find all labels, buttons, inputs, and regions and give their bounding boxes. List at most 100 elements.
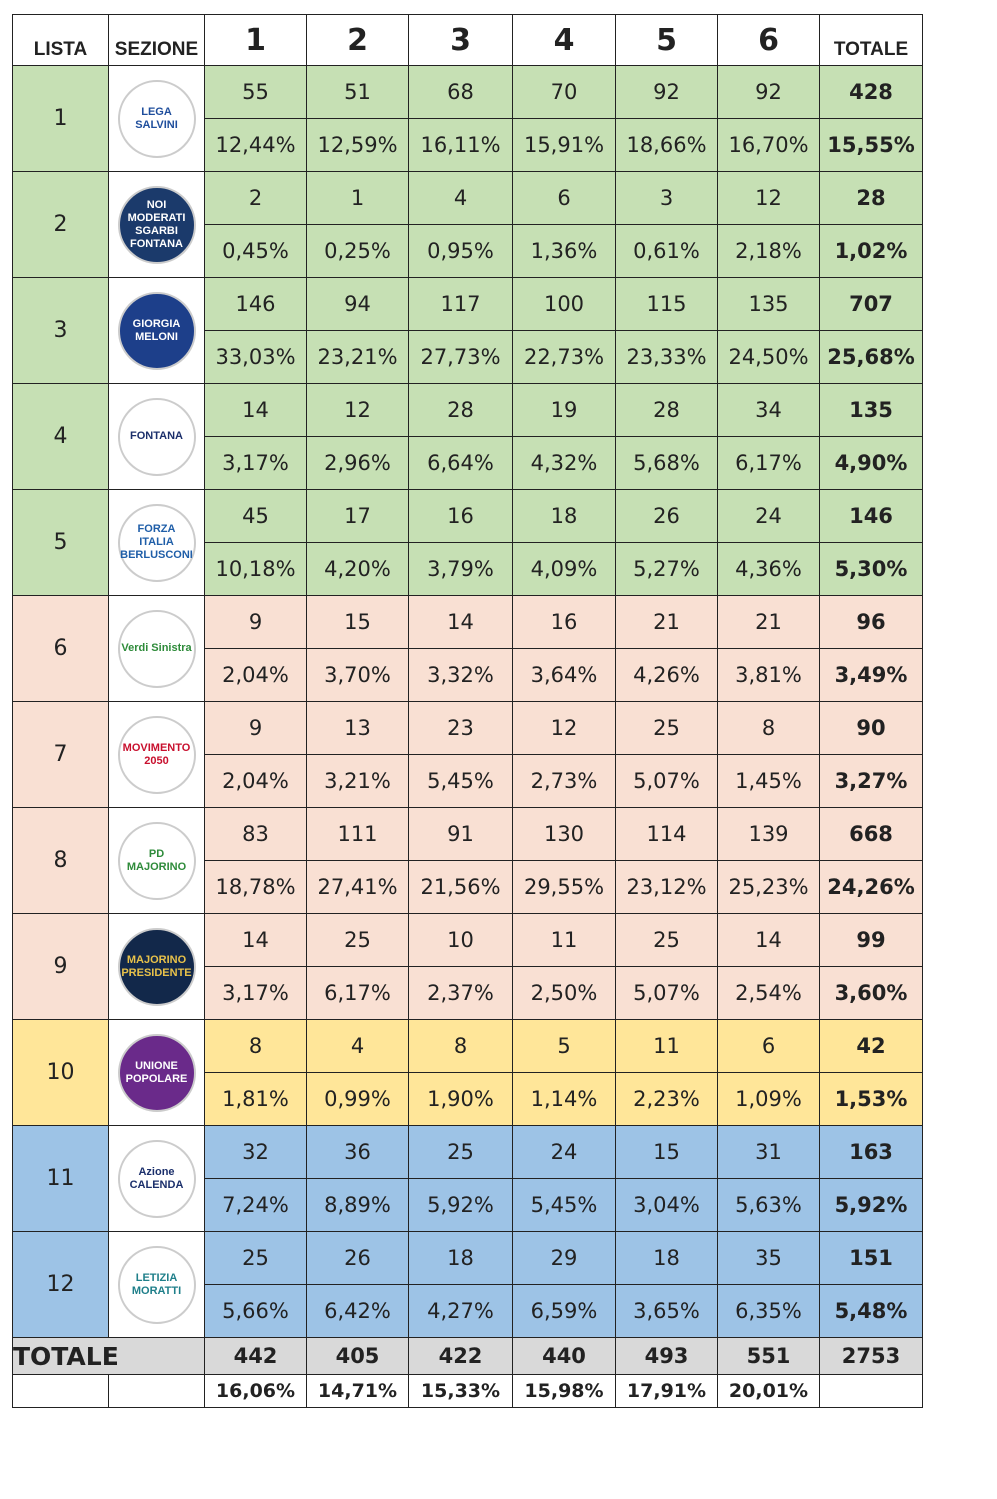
votes-cell: 29 [512, 1231, 616, 1285]
votes-row: 11 Azione CALENDA 32 36 25 24 15 31 163 [12, 1125, 923, 1232]
votes-cell: 28 [408, 383, 513, 437]
header-cell: SEZIONE [108, 14, 205, 66]
results-table: LISTA SEZIONE 1 2 3 4 5 6 TOTALE 1 LEGA SALVINI 55 5… [12, 14, 923, 1408]
votes-cell: 11 [512, 913, 616, 967]
votes-cell: 68 [408, 65, 513, 119]
votes-cell: 6 [512, 171, 616, 225]
percent-row: 3,17% 6,17% 2,37% 2,50% 5,07% 2,54% 3,60% [13, 966, 923, 1020]
votes-cell: 94 [306, 277, 409, 331]
logo-cell: LEGA SALVINI [108, 65, 205, 172]
percent-cell: 0,25% [306, 224, 409, 278]
votes-cell: 2 [204, 171, 307, 225]
logo-text: PRESIDENTE [121, 966, 192, 979]
percent-cell: 10,18% [204, 542, 307, 596]
header-cell: TOTALE [819, 14, 923, 66]
empty-cell [819, 1374, 923, 1408]
party-logo: MOVIMENTO 2050 [117, 715, 196, 794]
percent-cell: 12,44% [204, 118, 307, 172]
votes-cell: 139 [717, 807, 820, 861]
percent-cell: 2,04% [204, 754, 307, 808]
total-percent-cell: 15,33% [408, 1374, 513, 1408]
percent-row: 7,24% 8,89% 5,92% 5,45% 3,04% 5,63% 5,92% [13, 1178, 923, 1232]
votes-cell: 25 [615, 913, 718, 967]
percent-cell: 5,07% [615, 754, 718, 808]
party-logo: UNIONE POPOLARE [117, 1033, 196, 1112]
votes-row: 8 PD MAJORINO 83 111 91 130 114 139 668 [12, 807, 923, 914]
party-logo: FORZA ITALIA BERLUSCONI [117, 503, 196, 582]
party-logo: NOI MODERATI SGARBI FONTANA [117, 185, 196, 264]
votes-cell: 100 [512, 277, 616, 331]
percent-cell: 5,68% [615, 436, 718, 490]
votes-cell: 35 [717, 1231, 820, 1285]
votes-cell: 16 [408, 489, 513, 543]
votes-cell: 11 [615, 1019, 718, 1073]
percent-row: 2,04% 3,21% 5,45% 2,73% 5,07% 1,45% 3,27% [13, 754, 923, 808]
percent-cell: 2,04% [204, 648, 307, 702]
percent-cell: 5,27% [615, 542, 718, 596]
logo-text: LETIZIA [135, 1271, 178, 1284]
logo-text: 2050 [144, 754, 169, 767]
votes-row: 6 Verdi Sinistra 9 15 14 16 21 21 96 [12, 595, 923, 702]
logo-text: Verdi Sinistra [121, 642, 192, 654]
percent-cell: 33,03% [204, 330, 307, 384]
lista-cell: 5 [12, 489, 109, 596]
percent-cell: 16,11% [408, 118, 513, 172]
percent-cell: 22,73% [512, 330, 616, 384]
votes-cell: 4 [408, 171, 513, 225]
percent-cell: 3,60% [819, 966, 923, 1020]
percent-cell: 5,66% [204, 1284, 307, 1338]
percent-cell: 0,95% [408, 224, 513, 278]
lista-cell: 1 [12, 65, 109, 172]
votes-cell: 18 [615, 1231, 718, 1285]
percent-cell: 5,92% [408, 1178, 513, 1232]
votes-cell: 51 [306, 65, 409, 119]
header-cell: LISTA [12, 14, 109, 66]
percent-cell: 2,73% [512, 754, 616, 808]
header-cell: 1 [204, 14, 307, 66]
lista-cell: 2 [12, 171, 109, 278]
votes-row: 12 LETIZIA MORATTI 25 26 18 29 18 35 151 [12, 1231, 923, 1338]
percent-cell: 6,17% [717, 436, 820, 490]
logo-text: BERLUSCONI [120, 549, 193, 561]
percent-cell: 25,68% [819, 330, 923, 384]
header-cell: 5 [615, 14, 718, 66]
votes-cell: 14 [204, 913, 307, 967]
votes-cell: 70 [512, 65, 616, 119]
percent-cell: 5,30% [819, 542, 923, 596]
percent-cell: 23,21% [306, 330, 409, 384]
percent-cell: 5,45% [512, 1178, 616, 1232]
votes-cell: 9 [204, 595, 307, 649]
percent-cell: 6,64% [408, 436, 513, 490]
percent-cell: 4,26% [615, 648, 718, 702]
percent-row: 12,44% 12,59% 16,11% 15,91% 18,66% 16,70% 15,5… [13, 118, 923, 172]
percent-cell: 0,99% [306, 1072, 409, 1126]
votes-cell: 91 [408, 807, 513, 861]
votes-cell: 111 [306, 807, 409, 861]
votes-cell: 3 [615, 171, 718, 225]
votes-cell: 6 [717, 1019, 820, 1073]
logo-cell: Azione CALENDA [108, 1125, 205, 1232]
header-cell: 6 [717, 14, 820, 66]
percent-cell: 4,20% [306, 542, 409, 596]
votes-cell: 5 [512, 1019, 616, 1073]
votes-cell: 135 [717, 277, 820, 331]
votes-row: 2 NOI MODERATI SGARBI FONTANA 2 1 4 6 3 12 28 [12, 171, 923, 278]
votes-cell: 163 [819, 1125, 923, 1179]
percent-cell: 3,17% [204, 966, 307, 1020]
votes-row: 3 GIORGIA MELONI 146 94 117 100 115 135 707 [12, 277, 923, 384]
logo-cell: PD MAJORINO [108, 807, 205, 914]
total-percent-cell: 15,98% [512, 1374, 616, 1408]
total-percent-cell: 20,01% [717, 1374, 820, 1408]
votes-cell: 16 [512, 595, 616, 649]
percent-cell: 1,53% [819, 1072, 923, 1126]
logo-text: MORATTI [131, 1284, 182, 1297]
votes-cell: 146 [819, 489, 923, 543]
votes-cell: 14 [408, 595, 513, 649]
logo-text: MOVIMENTO [122, 741, 191, 754]
logo-cell: FORZA ITALIA BERLUSCONI [108, 489, 205, 596]
percent-cell: 3,27% [819, 754, 923, 808]
logo-text: FONTANA [130, 430, 183, 442]
percent-cell: 6,35% [717, 1284, 820, 1338]
logo-text: FORZA ITALIA [137, 523, 176, 548]
percent-cell: 24,50% [717, 330, 820, 384]
